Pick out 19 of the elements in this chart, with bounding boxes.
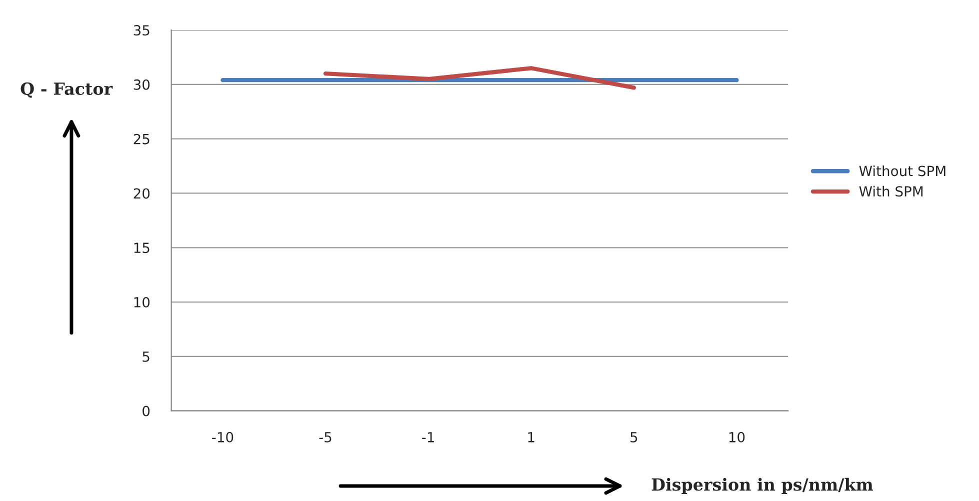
x-tick-label: -10 (212, 432, 234, 442)
y-tick-label: 35 (134, 25, 150, 36)
y-tick-label: 20 (134, 188, 150, 199)
y-tick-label: 10 (134, 297, 150, 308)
x-tick-label: 1 (528, 432, 534, 442)
x-tick-label: 10 (729, 432, 745, 442)
x-tick-label: 5 (630, 432, 638, 442)
x-tick-label: -1 (422, 432, 434, 442)
x-tick-label: -5 (319, 432, 332, 442)
y-tick-label: 30 (134, 79, 150, 90)
y-tick-label: 5 (142, 352, 150, 362)
y-tick-label: 15 (134, 242, 150, 254)
x-axis-title: Dispersion in ps/nm/km (652, 478, 874, 494)
legend-label: Without SPM (859, 165, 946, 176)
y-tick-label: 0 (142, 406, 150, 416)
y-tick-label: 25 (134, 134, 150, 144)
legend-label: With SPM (859, 186, 923, 197)
y-axis-title: Q - Factor (20, 82, 113, 98)
line-series (323, 66, 636, 90)
